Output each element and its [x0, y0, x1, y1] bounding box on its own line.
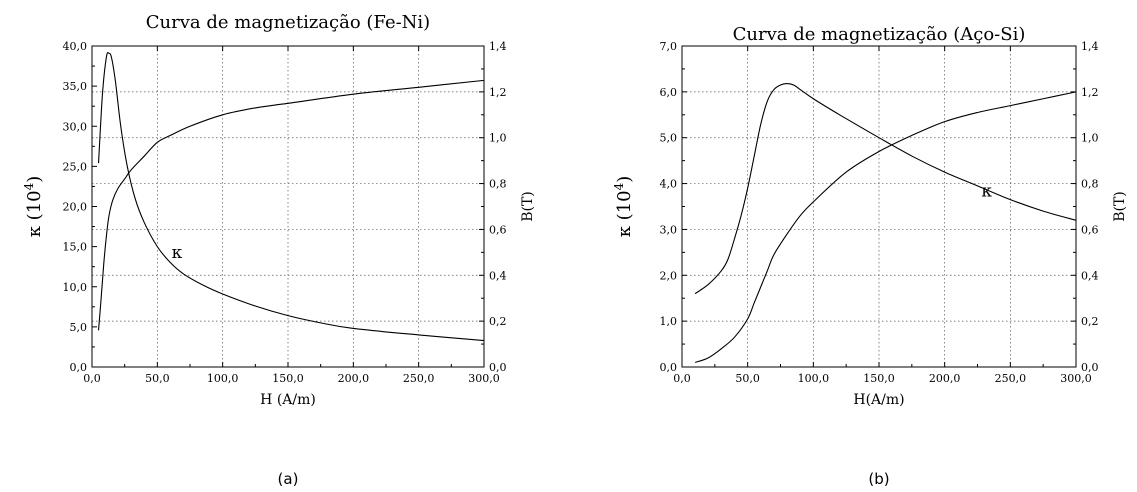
y-left-axis-label-close: ) — [24, 176, 45, 183]
figure-caption: (b) — [868, 470, 889, 488]
y-left-tick-label: 5,0 — [70, 321, 88, 334]
y-left-tick-label: 4,0 — [660, 178, 678, 191]
y-right-tick-label: 0,6 — [489, 223, 507, 236]
y-left-tick-label: 3,0 — [660, 223, 678, 236]
y-right-tick-label: 0,2 — [489, 315, 507, 328]
y-left-tick-label: 6,0 — [660, 86, 678, 99]
y-right-tick-label: 1,4 — [1081, 40, 1099, 53]
y-left-tick-label: 5,0 — [660, 132, 678, 145]
chart-1: Curva de magnetização (Fe-Ni) 0,0 50,0 100,… — [22, 12, 536, 488]
y-right-tick-label: 0,8 — [489, 178, 507, 191]
y-left-tick-label: 0,0 — [70, 361, 88, 374]
figure-caption: (a) — [278, 470, 299, 488]
y-right-tick-label: 1,2 — [489, 86, 507, 99]
x-axis-label: H(A/m) — [853, 392, 904, 408]
series-kappa-annotation: κ — [981, 181, 992, 201]
x-tick-label: 100,0 — [798, 372, 830, 385]
y-right-tick-label: 1,0 — [489, 132, 507, 145]
y-left-tick-label: 1,0 — [660, 315, 678, 328]
x-tick-label: 250,0 — [995, 372, 1027, 385]
x-tick-label: 0,0 — [673, 372, 691, 385]
y-left-axis-label: κ (104) — [612, 176, 635, 238]
y-right-tick-label: 0,0 — [489, 361, 507, 374]
chart-title: Curva de magnetização (Fe-Ni) — [146, 12, 430, 33]
y-right-tick-label: 1,4 — [489, 40, 507, 53]
y-right-tick-label: 1,2 — [1081, 86, 1099, 99]
y-right-tick-label: 1,0 — [1081, 132, 1099, 145]
y-right-axis-label: B(T) — [1112, 191, 1128, 222]
x-tick-label: 150,0 — [863, 372, 895, 385]
x-tick-label: 100,0 — [207, 372, 239, 385]
y-right-axis-label: B(T) — [520, 191, 536, 222]
y-left-axis-label-exponent: 4 — [22, 182, 36, 190]
x-tick-label: 300,0 — [1060, 372, 1092, 385]
x-tick-label: 150,0 — [272, 372, 304, 385]
series-b-line — [97, 79, 485, 331]
x-tick-label: 50,0 — [145, 372, 170, 385]
y-left-tick-label: 35,0 — [63, 80, 88, 93]
y-left-axis-label-main: κ (10 — [24, 190, 45, 237]
y-left-tick-label: 15,0 — [63, 241, 88, 254]
y-left-tick-label: 7,0 — [660, 40, 678, 53]
y-left-axis-label-close: ) — [614, 176, 635, 183]
x-tick-label: 200,0 — [929, 372, 961, 385]
y-left-tick-label: 30,0 — [63, 120, 88, 133]
chart-title: Curva de magnetização (Aço-Si) — [733, 24, 1026, 45]
y-left-axis-label: κ (104) — [22, 176, 45, 238]
y-left-tick-label: 20,0 — [63, 201, 88, 214]
series-kappa-annotation: κ — [172, 243, 183, 263]
y-left-tick-label: 25,0 — [63, 160, 88, 173]
x-tick-label: 250,0 — [403, 372, 435, 385]
y-left-axis-label-main: κ (10 — [614, 190, 635, 237]
y-right-tick-label: 0,4 — [489, 269, 507, 282]
y-left-tick-label: 2,0 — [660, 269, 678, 282]
y-left-tick-label: 40,0 — [63, 40, 88, 53]
y-right-tick-label: 0,6 — [1081, 223, 1099, 236]
y-right-tick-label: 0,4 — [1081, 269, 1099, 282]
y-right-tick-label: 0,8 — [1081, 178, 1099, 191]
x-tick-label: 300,0 — [468, 372, 500, 385]
y-left-tick-label: 0,0 — [660, 361, 678, 374]
x-tick-label: 0,0 — [83, 372, 101, 385]
x-tick-label: 50,0 — [735, 372, 760, 385]
series-kappa-line — [97, 52, 485, 342]
chart-2: Curva de magnetização (Aço-Si) 0,0 50,0 100… — [612, 24, 1128, 488]
y-left-tick-label: 10,0 — [63, 281, 88, 294]
y-left-axis-label-exponent: 4 — [612, 182, 626, 190]
series-kappa-line — [694, 83, 1077, 295]
x-axis-label: H (A/m) — [260, 392, 316, 408]
x-tick-label: 200,0 — [338, 372, 370, 385]
y-right-tick-label: 0,0 — [1081, 361, 1099, 374]
y-right-tick-label: 0,2 — [1081, 315, 1099, 328]
series-b-line — [694, 91, 1077, 363]
